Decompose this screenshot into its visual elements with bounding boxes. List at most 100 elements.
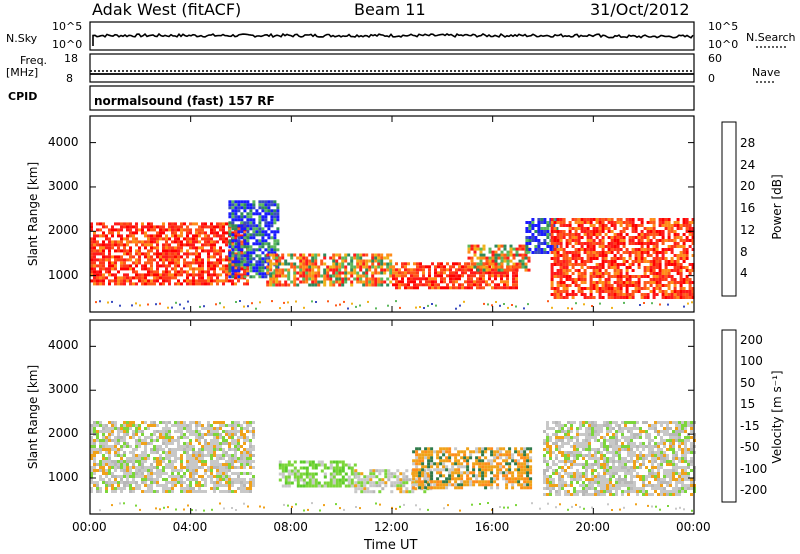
panel0-cell xyxy=(553,263,557,266)
panel0-cell xyxy=(616,236,620,239)
panel0-cell xyxy=(518,259,522,263)
panel1-cell xyxy=(159,463,162,466)
panel1-cell xyxy=(183,490,186,493)
panel0-cell xyxy=(682,266,686,269)
panel1-cell xyxy=(552,478,555,481)
panel0-cell xyxy=(607,251,611,254)
panel0-cell xyxy=(96,270,99,274)
panel0-cell xyxy=(583,275,587,278)
panel0-cell xyxy=(583,296,587,299)
panel1-cell xyxy=(237,421,240,424)
panel1-cell xyxy=(132,475,135,478)
panel0-cell xyxy=(568,236,572,239)
panel1-cell xyxy=(156,469,159,472)
panel0-cell xyxy=(503,259,507,263)
panel1-cell xyxy=(424,453,428,457)
panel1-cell xyxy=(561,481,564,484)
panel0-cell xyxy=(470,274,473,278)
panel0-cell xyxy=(192,273,195,277)
panel0-cell xyxy=(467,286,470,290)
panel1-cell xyxy=(369,481,373,485)
panel0-cell xyxy=(216,276,219,280)
panel1-cell xyxy=(246,427,249,430)
panel1-cell xyxy=(165,424,168,427)
panel1-cell xyxy=(517,468,521,472)
panel0-cell xyxy=(537,230,541,233)
panel1-cell xyxy=(448,483,452,487)
panel0-ground-cell xyxy=(599,302,601,305)
panel0-cell xyxy=(452,286,455,290)
panel0-cell xyxy=(168,243,171,247)
panel1-cell xyxy=(240,472,243,475)
panel1-cell xyxy=(505,468,509,472)
panel1-cell xyxy=(579,421,582,424)
panel1-cell xyxy=(183,433,186,436)
panel1-cell xyxy=(165,466,168,469)
panel0-cell xyxy=(631,275,635,278)
panel1-cell xyxy=(234,448,237,451)
panel1-cell xyxy=(201,463,204,466)
panel0-cell xyxy=(93,279,96,283)
panel0-cell xyxy=(213,264,216,268)
panel0-cell xyxy=(631,230,635,233)
panel0-cell xyxy=(631,242,635,245)
panel1-cell xyxy=(111,433,114,436)
panel1-cell xyxy=(138,424,141,427)
panel0-cell xyxy=(90,249,93,253)
panel0-cell xyxy=(356,277,360,281)
panel1-cell xyxy=(529,477,533,481)
panel1-cell xyxy=(588,457,591,460)
panel1-cell xyxy=(514,468,518,472)
panel1-cell xyxy=(195,421,198,424)
panel1-cell xyxy=(402,481,406,485)
panel1-cell xyxy=(180,421,183,424)
panel0-cell xyxy=(625,278,629,281)
panel1-cell xyxy=(93,460,96,463)
panel0-cell xyxy=(500,274,503,278)
panel0-cell xyxy=(604,227,608,230)
panel1-cell xyxy=(135,442,138,445)
panel0-ground-cell xyxy=(159,302,161,305)
panel0-cell xyxy=(574,233,578,236)
panel0-cell xyxy=(528,230,532,233)
panel0-cell xyxy=(413,268,416,272)
panel0-cell xyxy=(634,242,638,245)
panel0-cell xyxy=(476,244,480,248)
panel1-cell xyxy=(159,433,162,436)
panel1-cell xyxy=(323,481,327,485)
panel1-cell xyxy=(249,430,252,433)
panel1-cell xyxy=(588,478,591,481)
panel1-cell xyxy=(552,433,555,436)
panel1-cell xyxy=(475,450,479,454)
panel1-cell xyxy=(216,466,219,469)
panel0-cell xyxy=(237,242,241,246)
panel0-cell xyxy=(219,237,222,241)
panel0-cell xyxy=(664,296,668,299)
panel0-cell xyxy=(102,282,105,286)
panel1-cell xyxy=(213,442,216,445)
panel1-cell xyxy=(108,472,111,475)
panel0-cell xyxy=(555,227,559,230)
panel1-cell xyxy=(171,469,174,472)
panel1-cell xyxy=(150,475,153,478)
panel0-cell xyxy=(255,254,259,258)
panel1-cell xyxy=(204,448,207,451)
panel0-cell xyxy=(562,266,566,269)
panel1-cell xyxy=(132,424,135,427)
panel1-cell xyxy=(412,474,416,478)
panel1-cell xyxy=(418,447,422,451)
panel1-cell xyxy=(135,427,138,430)
panel1-cell xyxy=(219,478,222,481)
panel1-cell xyxy=(105,484,108,487)
panel1-cell xyxy=(505,483,509,487)
panel0-cell xyxy=(546,221,550,224)
panel0-cell xyxy=(497,244,501,248)
panel1-cell xyxy=(290,469,294,473)
panel1-cell xyxy=(195,430,198,433)
panel0-cell xyxy=(144,261,147,265)
panel1-cell xyxy=(514,459,518,463)
panel1-cell xyxy=(354,484,358,488)
panel1-cell xyxy=(415,468,419,472)
panel1-cell xyxy=(442,474,446,478)
panel0-cell xyxy=(120,240,123,244)
